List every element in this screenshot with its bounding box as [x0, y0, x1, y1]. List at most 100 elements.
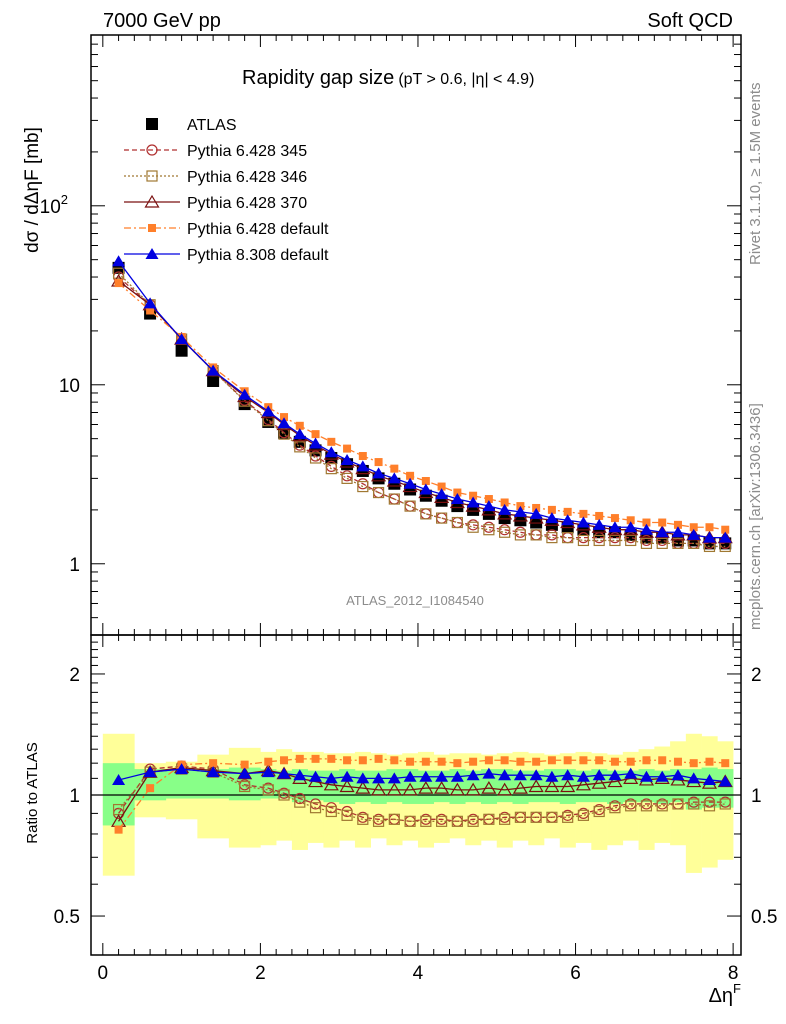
point-p8def-7 [293, 428, 307, 440]
point-p8def-27 [608, 769, 622, 781]
point-p6def-33 [705, 757, 714, 766]
point-p346-24 [562, 811, 574, 823]
point-p370-21 [512, 780, 528, 794]
point-p370-13 [386, 782, 402, 796]
legend-label-atlas: ATLAS [187, 117, 237, 134]
point-p6def-6 [280, 756, 289, 765]
point-p6def-27 [610, 514, 619, 523]
point-p8def-21 [513, 505, 527, 517]
header-right: Soft QCD [647, 10, 733, 32]
point-p6def-10 [343, 756, 352, 765]
series-p370 [111, 273, 733, 544]
point-p6def-24 [563, 507, 572, 516]
point-p8def-9 [324, 446, 338, 458]
point-p8def-18 [466, 496, 480, 508]
point-p346-33 [703, 800, 716, 812]
point-p8def-10 [340, 453, 354, 465]
point-p370-25 [575, 777, 591, 791]
point-p346-21 [514, 529, 526, 541]
point-p346-10 [341, 809, 353, 821]
point-p8def-9 [324, 772, 338, 784]
point-p6def-16 [437, 757, 446, 766]
point-p8def-26 [592, 769, 606, 781]
series-line-p6def [118, 758, 726, 831]
point-p6def-13 [390, 756, 399, 765]
point-p346-24 [562, 532, 574, 544]
point-p346-15 [420, 508, 432, 520]
legend-marker-p345 [146, 144, 158, 156]
point-p346-13 [388, 493, 400, 505]
point-p6def-9 [327, 754, 336, 763]
point-p6def-0 [114, 825, 123, 834]
point-p370-27 [607, 774, 623, 788]
point-p6def-34 [721, 525, 730, 534]
legend-marker-p346 [146, 170, 158, 182]
point-p8def-13 [387, 772, 401, 784]
point-p346-5 [262, 784, 274, 796]
point-p8def-3 [206, 364, 220, 376]
point-p346-30 [656, 800, 668, 812]
legend-marker-p8def [145, 248, 159, 259]
main-series-layer [111, 255, 733, 553]
point-p6def-14 [406, 757, 415, 766]
legend-label-p345: Pythia 6.428 345 [187, 143, 307, 160]
series-atlas [112, 261, 732, 550]
point-atlas-3 [207, 374, 220, 387]
point-p8def-17 [450, 493, 464, 505]
point-p8def-2 [175, 333, 189, 345]
ratio-frame [90, 634, 742, 956]
point-p6def-34 [721, 759, 730, 768]
point-p345-10 [341, 470, 353, 482]
ratio-xtick-label: 2 [255, 963, 266, 984]
ratio-ytick-label-right: 0.5 [751, 907, 777, 928]
main-ytick-label: 10 [59, 376, 80, 397]
point-p346-4 [239, 780, 251, 793]
point-p8def-4 [238, 767, 252, 779]
point-p8def-14 [403, 477, 417, 489]
point-p6def-18 [469, 491, 478, 500]
band-inner-34 [717, 769, 734, 808]
point-p346-29 [640, 800, 653, 812]
point-p8def-28 [624, 767, 638, 779]
point-p346-25 [577, 809, 590, 821]
point-p346-13 [388, 813, 400, 825]
point-p6def-11 [358, 452, 367, 461]
point-p8def-11 [356, 772, 370, 784]
main-panel: 1 10 102 Rapidity gap size (pT > 0.6, |η| <… [22, 34, 742, 636]
point-p346-12 [372, 815, 385, 827]
ratio-panel: 0 2 4 6 8 0.5 0.5 1 1 2 2 Ratio to ATLAS ΔηF [24, 634, 777, 1007]
point-p6def-12 [374, 754, 383, 763]
point-p6def-5 [264, 757, 273, 766]
point-p346-8 [309, 452, 322, 464]
point-p346-6 [278, 789, 290, 801]
point-p346-31 [672, 537, 684, 549]
point-p6def-1 [146, 784, 155, 793]
point-p8def-13 [387, 472, 401, 484]
point-p370-19 [481, 780, 497, 794]
point-p8def-3 [206, 766, 220, 778]
point-p370-9 [323, 777, 339, 791]
point-atlas-2 [175, 344, 188, 357]
point-p6def-14 [406, 471, 415, 480]
point-p346-25 [577, 534, 590, 547]
point-p6def-12 [374, 458, 383, 467]
point-p8def-33 [702, 773, 716, 785]
point-p370-17 [449, 782, 465, 796]
main-ylabel: dσ / dΔηF [mb] [22, 127, 43, 253]
point-p346-23 [546, 811, 558, 823]
chart-title: Rapidity gap size (pT > 0.6, |η| < 4.9) [242, 67, 534, 89]
point-p8def-7 [293, 769, 307, 781]
point-p6def-32 [689, 759, 698, 768]
point-p346-18 [467, 815, 479, 827]
point-p346-21 [514, 811, 526, 823]
point-p6def-0 [114, 279, 123, 288]
point-p346-7 [294, 796, 306, 808]
ratio-ytick-label: 0.5 [54, 907, 80, 928]
point-p346-17 [451, 815, 463, 827]
point-p345-16 [436, 512, 448, 524]
point-p346-23 [546, 532, 558, 544]
point-p370-18 [465, 782, 481, 796]
main-ytick-label: 102 [40, 192, 68, 218]
ratio-ytick-label-right: 1 [751, 786, 762, 807]
